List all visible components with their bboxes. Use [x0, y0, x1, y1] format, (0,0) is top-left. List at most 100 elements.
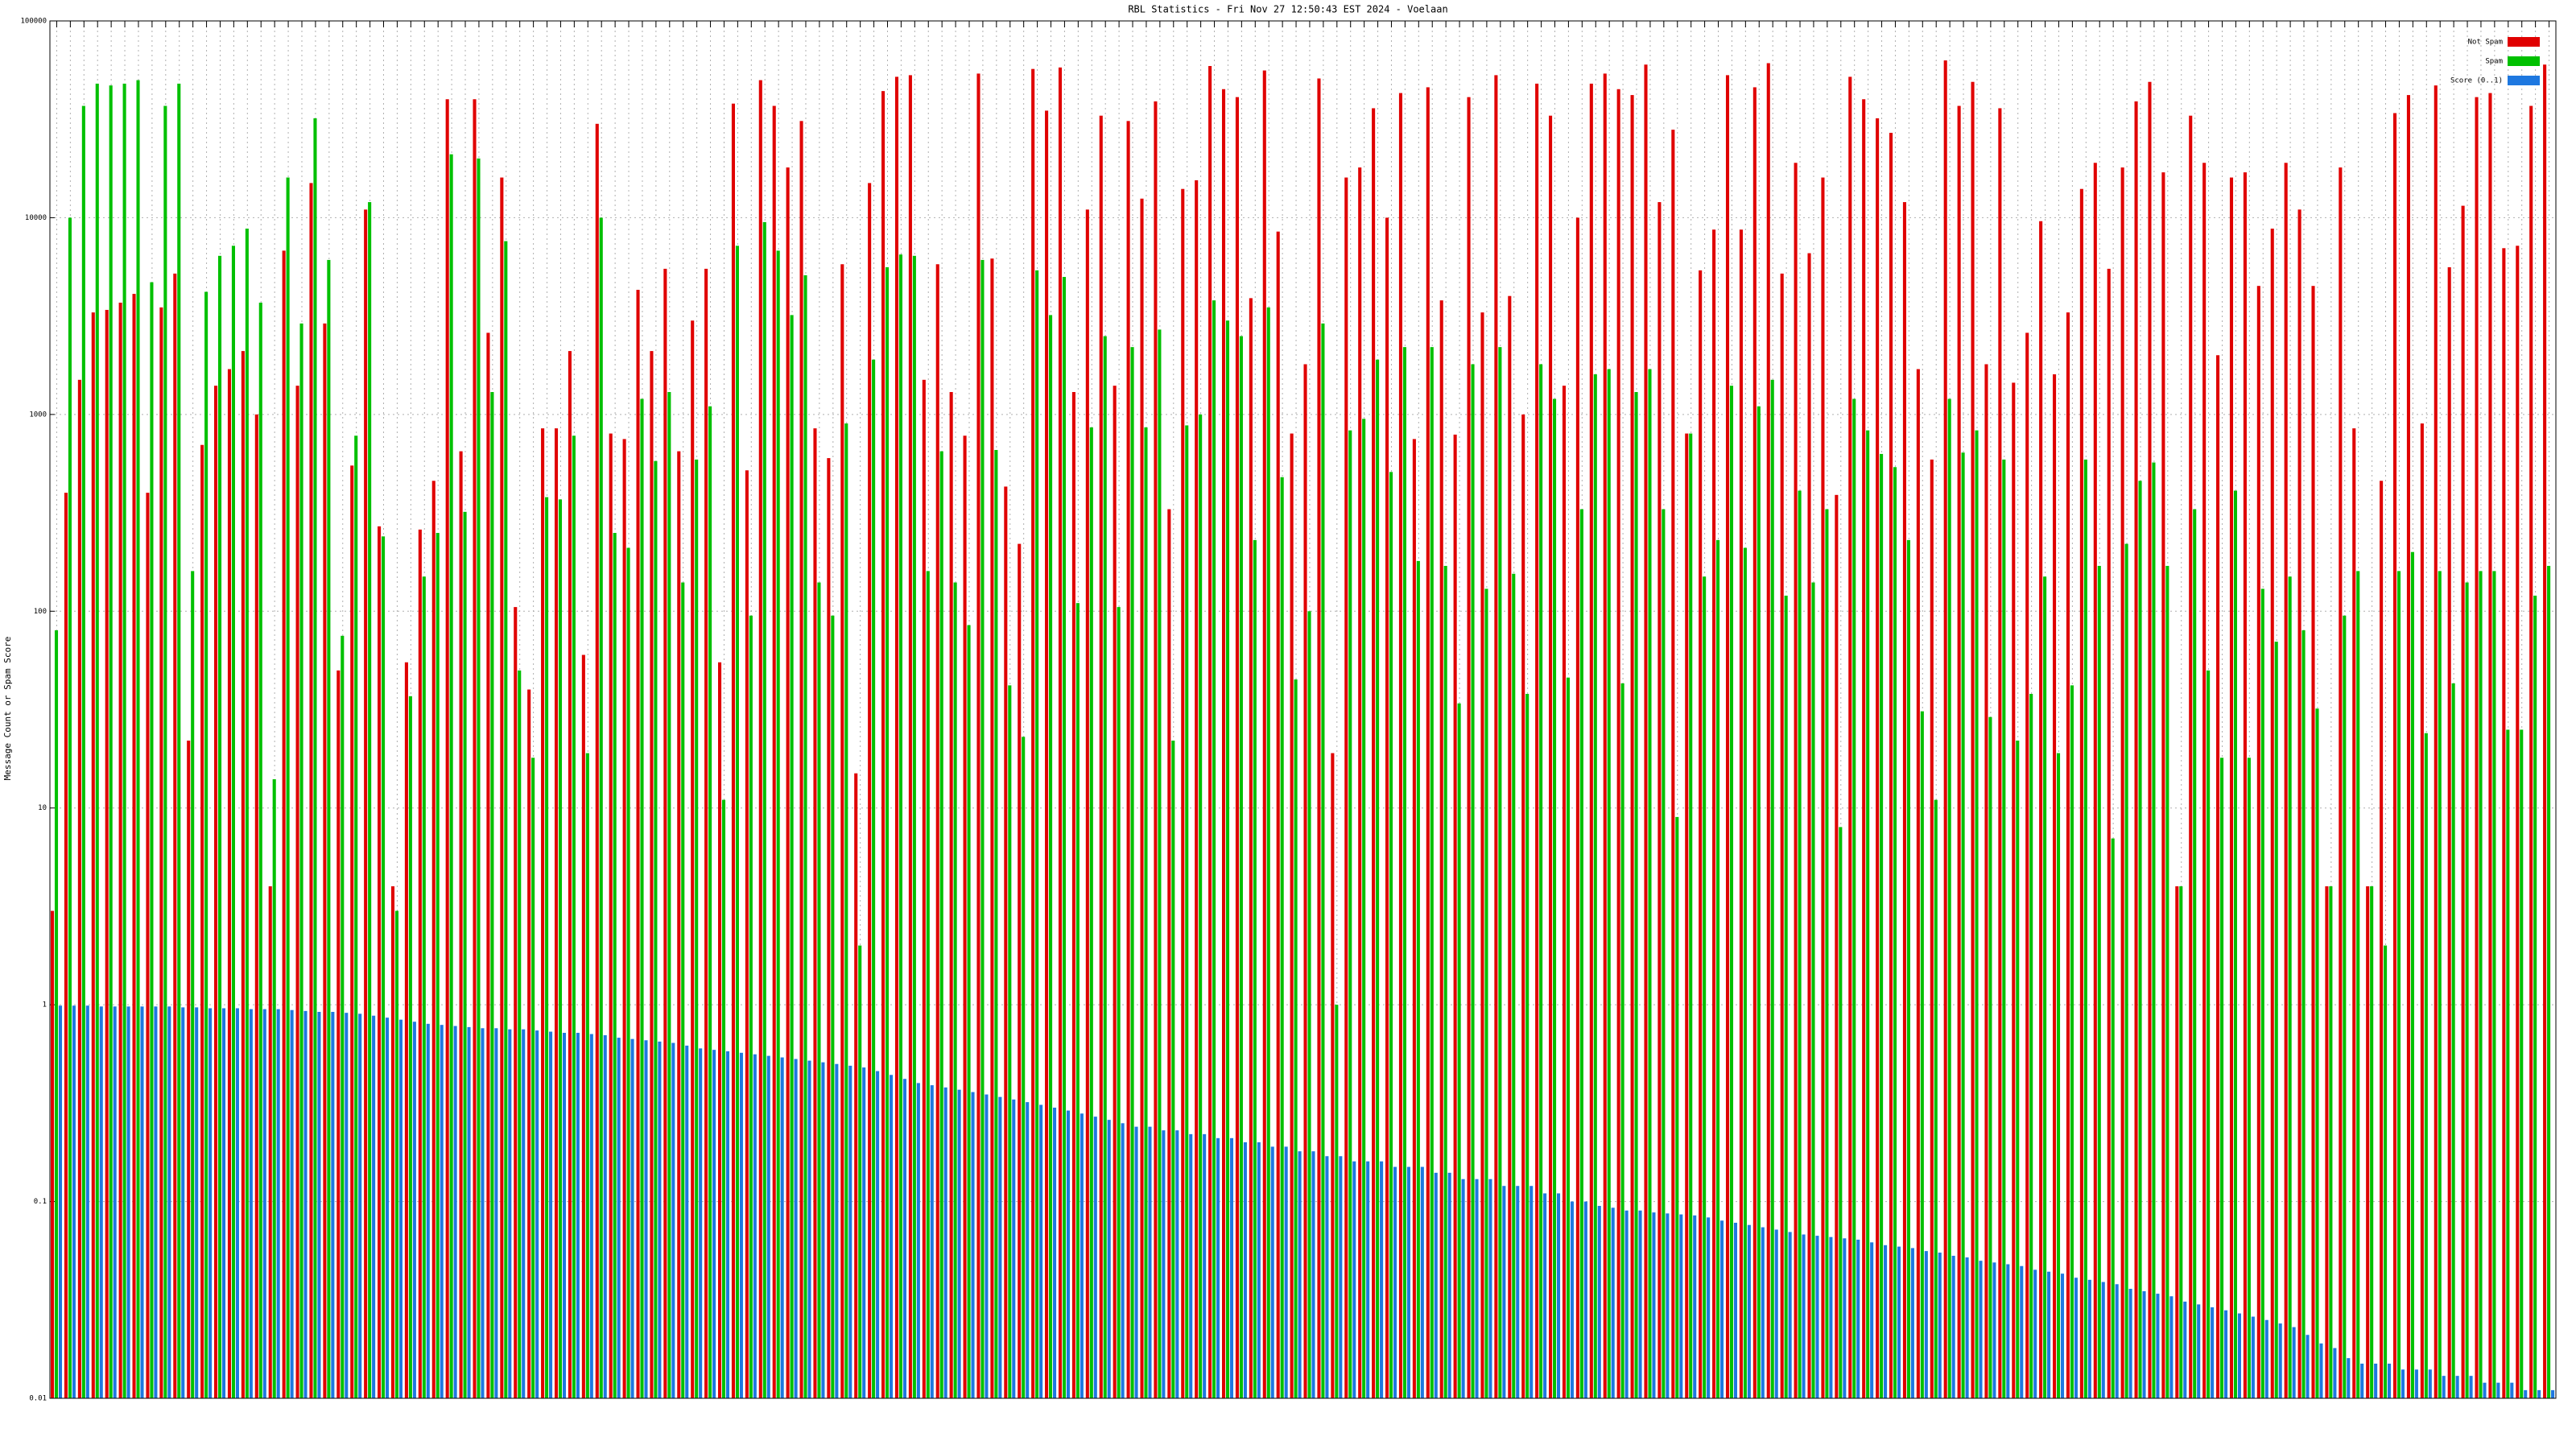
- bar: [1624, 1210, 1629, 1398]
- bar: [1897, 1246, 1901, 1398]
- bar: [985, 1094, 989, 1398]
- bar: [2420, 423, 2424, 1399]
- bar: [935, 264, 939, 1398]
- bar: [1566, 677, 1571, 1398]
- bar: [2529, 105, 2533, 1399]
- bar: [2278, 1323, 2282, 1398]
- bar: [589, 1034, 593, 1398]
- bar: [1725, 75, 1730, 1398]
- bar: [1266, 307, 1270, 1399]
- bar: [254, 414, 258, 1398]
- bar: [1467, 97, 1471, 1398]
- bar: [2297, 209, 2301, 1398]
- bar: [1825, 509, 1829, 1398]
- bar: [95, 83, 99, 1399]
- bar: [1471, 364, 1475, 1399]
- bar: [309, 183, 313, 1398]
- bar: [762, 221, 766, 1399]
- bar: [1766, 63, 1770, 1398]
- bar: [926, 571, 930, 1398]
- bar: [1512, 573, 1516, 1398]
- bar: [2339, 167, 2343, 1398]
- bar: [1311, 1151, 1315, 1398]
- bar: [449, 154, 453, 1399]
- bar: [2060, 1274, 2065, 1398]
- bar: [1961, 452, 1965, 1398]
- bar: [2366, 886, 2370, 1398]
- bar: [1835, 494, 1839, 1398]
- bar: [1794, 163, 1798, 1399]
- bar: [803, 275, 807, 1399]
- bar: [1957, 105, 1961, 1399]
- bar: [1348, 430, 1352, 1399]
- bar: [718, 662, 722, 1398]
- bar: [167, 1006, 171, 1398]
- bar: [2451, 683, 2455, 1398]
- bar: [1339, 1156, 1343, 1398]
- bar: [445, 99, 449, 1398]
- bar: [1752, 87, 1757, 1398]
- bar: [848, 1065, 852, 1398]
- bar: [1107, 1120, 1111, 1398]
- bar: [1325, 1156, 1329, 1398]
- bar: [2392, 113, 2397, 1399]
- bar: [1815, 1236, 1819, 1398]
- bar: [943, 1087, 947, 1398]
- bar: [150, 282, 154, 1399]
- y-tick-label: 0.01: [29, 1395, 47, 1403]
- bar: [422, 576, 426, 1398]
- bar: [518, 670, 522, 1398]
- bar: [613, 533, 617, 1398]
- bar: [2270, 228, 2274, 1399]
- bar: [378, 526, 382, 1398]
- bar: [1121, 1123, 1125, 1398]
- y-axis-label: Message Count or Spam Score: [2, 637, 13, 781]
- bar: [626, 547, 630, 1398]
- bar: [1093, 1117, 1097, 1398]
- bar: [980, 259, 985, 1398]
- y-tick-label: 10: [38, 804, 47, 812]
- bar: [2216, 355, 2220, 1398]
- bar: [1216, 1137, 1220, 1398]
- bar: [2156, 1294, 2160, 1398]
- bar: [113, 1006, 117, 1398]
- bar: [667, 392, 671, 1399]
- bar: [595, 123, 599, 1398]
- bar: [2043, 576, 2047, 1398]
- bar: [1185, 425, 1189, 1398]
- bar: [636, 290, 640, 1399]
- bar: [1012, 1099, 1016, 1398]
- bar: [85, 1005, 89, 1398]
- bar: [2183, 1301, 2187, 1398]
- bar: [912, 255, 916, 1398]
- bar: [1045, 110, 1049, 1399]
- bar: [1644, 64, 1648, 1398]
- y-tick-label: 100: [34, 608, 47, 616]
- bar: [1385, 217, 1389, 1398]
- bar: [898, 254, 902, 1398]
- bar: [2020, 1265, 2024, 1398]
- bar: [1938, 1253, 1942, 1398]
- bar: [1148, 1126, 1152, 1398]
- bar: [2033, 1269, 2037, 1398]
- bar: [2520, 729, 2524, 1398]
- bar: [2333, 1348, 2337, 1398]
- bar: [2455, 1376, 2459, 1398]
- bar: [1181, 188, 1185, 1399]
- legend-label: Not Spam: [2468, 39, 2503, 47]
- bar: [535, 1030, 539, 1398]
- bar: [181, 1007, 185, 1398]
- bar: [2087, 1279, 2091, 1398]
- bar: [2229, 177, 2234, 1399]
- bar: [2070, 685, 2074, 1398]
- bar: [1662, 509, 1666, 1398]
- bar: [644, 1040, 648, 1398]
- bar: [1671, 130, 1675, 1398]
- bar: [2101, 1282, 2105, 1398]
- bar: [776, 250, 780, 1398]
- bar: [331, 1011, 335, 1398]
- bar: [2074, 1278, 2078, 1398]
- bar: [2347, 1358, 2351, 1398]
- bar: [1693, 1215, 1697, 1398]
- bar: [159, 307, 163, 1399]
